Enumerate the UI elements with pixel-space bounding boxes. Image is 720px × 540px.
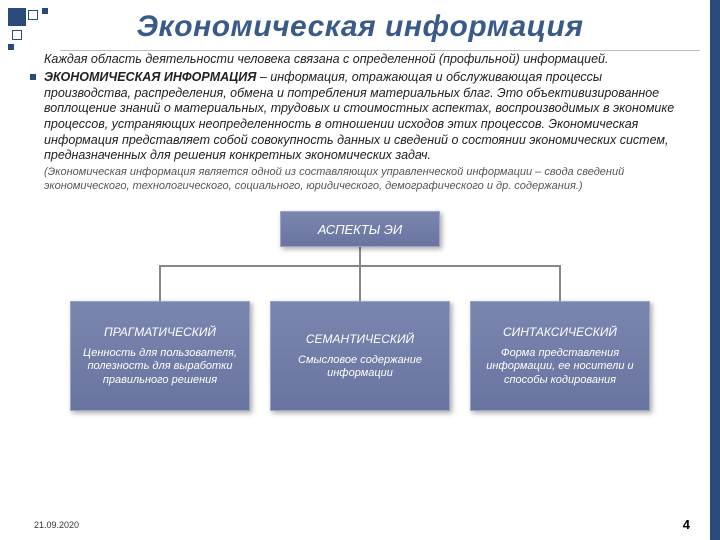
corner-decoration [8, 8, 58, 58]
diagram-child-title: СЕМАНТИЧЕСКИЙ [279, 332, 441, 346]
lead-paragraph: Каждая область деятельности человека свя… [0, 44, 720, 68]
aspects-diagram: АСПЕКТЫ ЭИ ПРАГМАТИЧЕСКИЙ Ценность для п… [0, 211, 720, 421]
diagram-root-node: АСПЕКТЫ ЭИ [280, 211, 440, 247]
connector [359, 265, 361, 301]
connector [359, 247, 361, 265]
footer-page-number: 4 [683, 517, 690, 532]
diagram-child-desc: Ценность для пользователя, полезность дл… [79, 347, 241, 388]
definition-block: ЭКОНОМИЧЕСКАЯ ИНФОРМАЦИЯ – информация, о… [0, 68, 720, 164]
diagram-child-node: СИНТАКСИЧЕСКИЙ Форма представления инфор… [470, 301, 650, 411]
definition-term: ЭКОНОМИЧЕСКАЯ ИНФОРМАЦИЯ [44, 70, 256, 84]
diagram-child-desc: Форма представления информации, ее носит… [479, 347, 641, 388]
diagram-child-desc: Смысловое содержание информации [279, 354, 441, 382]
bullet-icon [30, 74, 36, 80]
diagram-root-label: АСПЕКТЫ ЭИ [289, 222, 431, 237]
definition-note: (Экономическая информация является одной… [0, 164, 720, 194]
diagram-child-node: ПРАГМАТИЧЕСКИЙ Ценность для пользователя… [70, 301, 250, 411]
connector [559, 265, 561, 301]
diagram-child-node: СЕМАНТИЧЕСКИЙ Смысловое содержание инфор… [270, 301, 450, 411]
diagram-child-title: ПРАГМАТИЧЕСКИЙ [79, 325, 241, 339]
page-title: Экономическая информация [0, 0, 720, 44]
diagram-child-title: СИНТАКСИЧЕСКИЙ [479, 325, 641, 339]
connector [159, 265, 161, 301]
footer-date: 21.09.2020 [34, 520, 79, 530]
title-rule [60, 50, 700, 51]
